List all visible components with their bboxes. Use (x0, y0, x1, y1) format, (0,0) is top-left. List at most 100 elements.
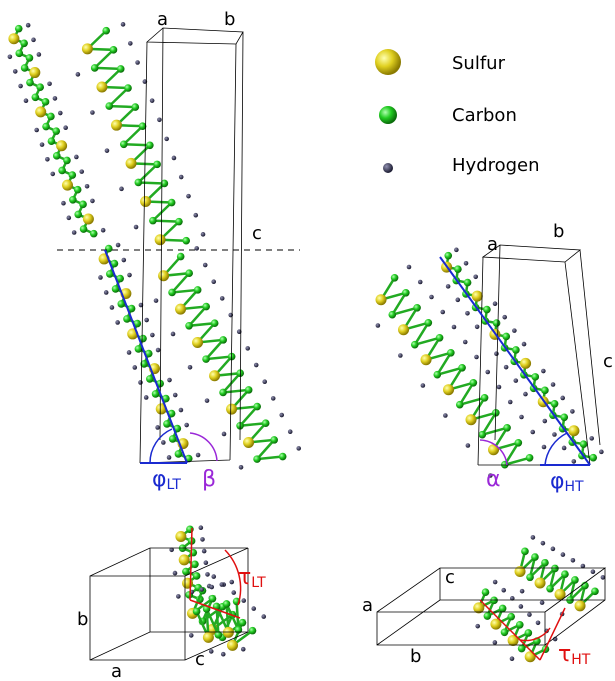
atom (526, 573, 534, 582)
atom (465, 310, 470, 316)
atom (546, 584, 554, 593)
atom (192, 607, 201, 616)
atom (494, 351, 499, 356)
atom (554, 588, 566, 600)
atom (485, 369, 491, 375)
atom (146, 141, 154, 150)
plane-line (104, 249, 188, 464)
atom (68, 171, 77, 179)
torsion-arc (189, 527, 242, 619)
atom (89, 229, 98, 238)
atom (455, 400, 464, 409)
atom (45, 156, 50, 162)
atom (561, 445, 567, 451)
atom (115, 320, 120, 325)
atom (238, 464, 244, 470)
atom (458, 364, 466, 372)
atom (139, 334, 147, 343)
atom (18, 83, 23, 89)
atom (69, 195, 77, 204)
angle-label: φLT (152, 467, 181, 493)
angle-label: β (202, 467, 216, 492)
atom (443, 413, 448, 418)
atom (202, 355, 210, 363)
atom (182, 236, 191, 245)
atom (251, 606, 257, 611)
atom (7, 54, 13, 60)
atom (278, 452, 287, 461)
atom (488, 473, 493, 478)
axis-label: b (224, 9, 235, 30)
unit-cell (477, 244, 601, 466)
atom (119, 140, 128, 149)
atom (150, 332, 155, 338)
atom (14, 24, 23, 33)
atom (420, 383, 426, 388)
atom (8, 33, 20, 45)
atom (514, 566, 526, 578)
atom (211, 574, 217, 579)
atom (231, 590, 237, 595)
atom (203, 560, 209, 566)
atom (531, 373, 540, 381)
atom (36, 83, 44, 91)
atom (185, 269, 193, 278)
atom (100, 227, 106, 233)
atom (523, 391, 528, 397)
atom (241, 598, 247, 603)
atom (519, 588, 525, 594)
atom (178, 174, 184, 180)
atom (390, 274, 399, 282)
plane-line (439, 256, 591, 466)
atom (47, 112, 55, 121)
atom (248, 626, 257, 635)
atom (574, 600, 586, 612)
atom (82, 213, 94, 225)
atom (245, 346, 251, 351)
atom (589, 436, 595, 441)
atom (146, 375, 154, 383)
atom (253, 362, 259, 368)
atom (469, 379, 478, 387)
atom (184, 422, 189, 428)
atom (47, 81, 52, 87)
atom (134, 178, 143, 187)
atom (23, 98, 29, 104)
atom (61, 179, 73, 191)
angle-arc (189, 432, 218, 462)
atom (471, 290, 483, 302)
atom (517, 644, 526, 653)
atom (198, 525, 204, 531)
atom (31, 93, 40, 102)
axis-label: c (252, 223, 262, 244)
atom (512, 346, 520, 354)
atom (435, 334, 444, 342)
atom (550, 382, 556, 387)
axis-label: c (195, 649, 205, 670)
atom (454, 265, 462, 273)
atom (541, 444, 547, 450)
atom (447, 349, 455, 357)
atom (98, 275, 103, 280)
atom (234, 626, 243, 634)
atom (210, 319, 219, 328)
bonds (378, 277, 530, 467)
atom (131, 103, 140, 111)
atom (201, 548, 207, 554)
atom (520, 357, 532, 369)
atom (527, 612, 532, 617)
atom (240, 646, 246, 652)
atom (96, 81, 108, 93)
atom (200, 232, 206, 237)
atom (375, 294, 387, 306)
atom (445, 284, 451, 289)
atom (244, 386, 253, 394)
atom (71, 230, 77, 235)
atom (571, 459, 577, 464)
atom (188, 633, 194, 638)
axis-label: b (553, 221, 564, 242)
atom (102, 26, 111, 35)
atom (219, 336, 227, 344)
atom (202, 631, 214, 643)
atom (208, 649, 214, 654)
